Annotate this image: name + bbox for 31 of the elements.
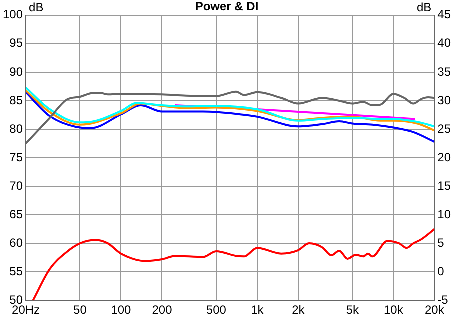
x-tick-label: 50	[74, 303, 88, 318]
y2-tick-label: 10	[438, 207, 452, 222]
y-tick-label: 85	[10, 93, 24, 108]
y2-tick-label: 20	[438, 150, 452, 164]
y-tick-label: 100	[2, 8, 24, 22]
y2-tick-label: 15	[438, 178, 452, 193]
x-tick-label: 1k	[251, 303, 265, 318]
y2-tick-label: 40	[438, 36, 452, 50]
y-tick-label: 75	[10, 150, 24, 164]
y-axis-title: dB	[29, 0, 44, 15]
y2-tick-label: 0	[438, 264, 445, 278]
y-tick-label: 70	[10, 178, 24, 193]
x-tick-label: 100	[111, 303, 132, 318]
chart-title: Power & DI	[195, 0, 259, 14]
y-tick-label: 80	[10, 122, 24, 136]
y-tick-label: 60	[10, 236, 24, 250]
y2-axis-title: dB	[416, 0, 432, 15]
y2-tick-label: 5	[438, 236, 445, 250]
y-tick-label: 65	[10, 207, 24, 222]
x-tick-label: 10k	[384, 303, 404, 318]
y-tick-label: 55	[10, 264, 24, 278]
x-tick-label: 200	[152, 303, 173, 318]
x-tick-label: 500	[206, 303, 227, 318]
x-tick-label: 5k	[346, 303, 360, 318]
y2-tick-label: 30	[438, 93, 452, 108]
y-tick-label: 95	[10, 36, 24, 50]
x-tick-label: 2k	[292, 303, 306, 318]
y2-tick-label: 45	[438, 8, 452, 22]
y2-tick-label: 25	[438, 122, 452, 136]
y2-tick-label: 35	[438, 64, 452, 79]
y-tick-label: 90	[10, 64, 24, 79]
